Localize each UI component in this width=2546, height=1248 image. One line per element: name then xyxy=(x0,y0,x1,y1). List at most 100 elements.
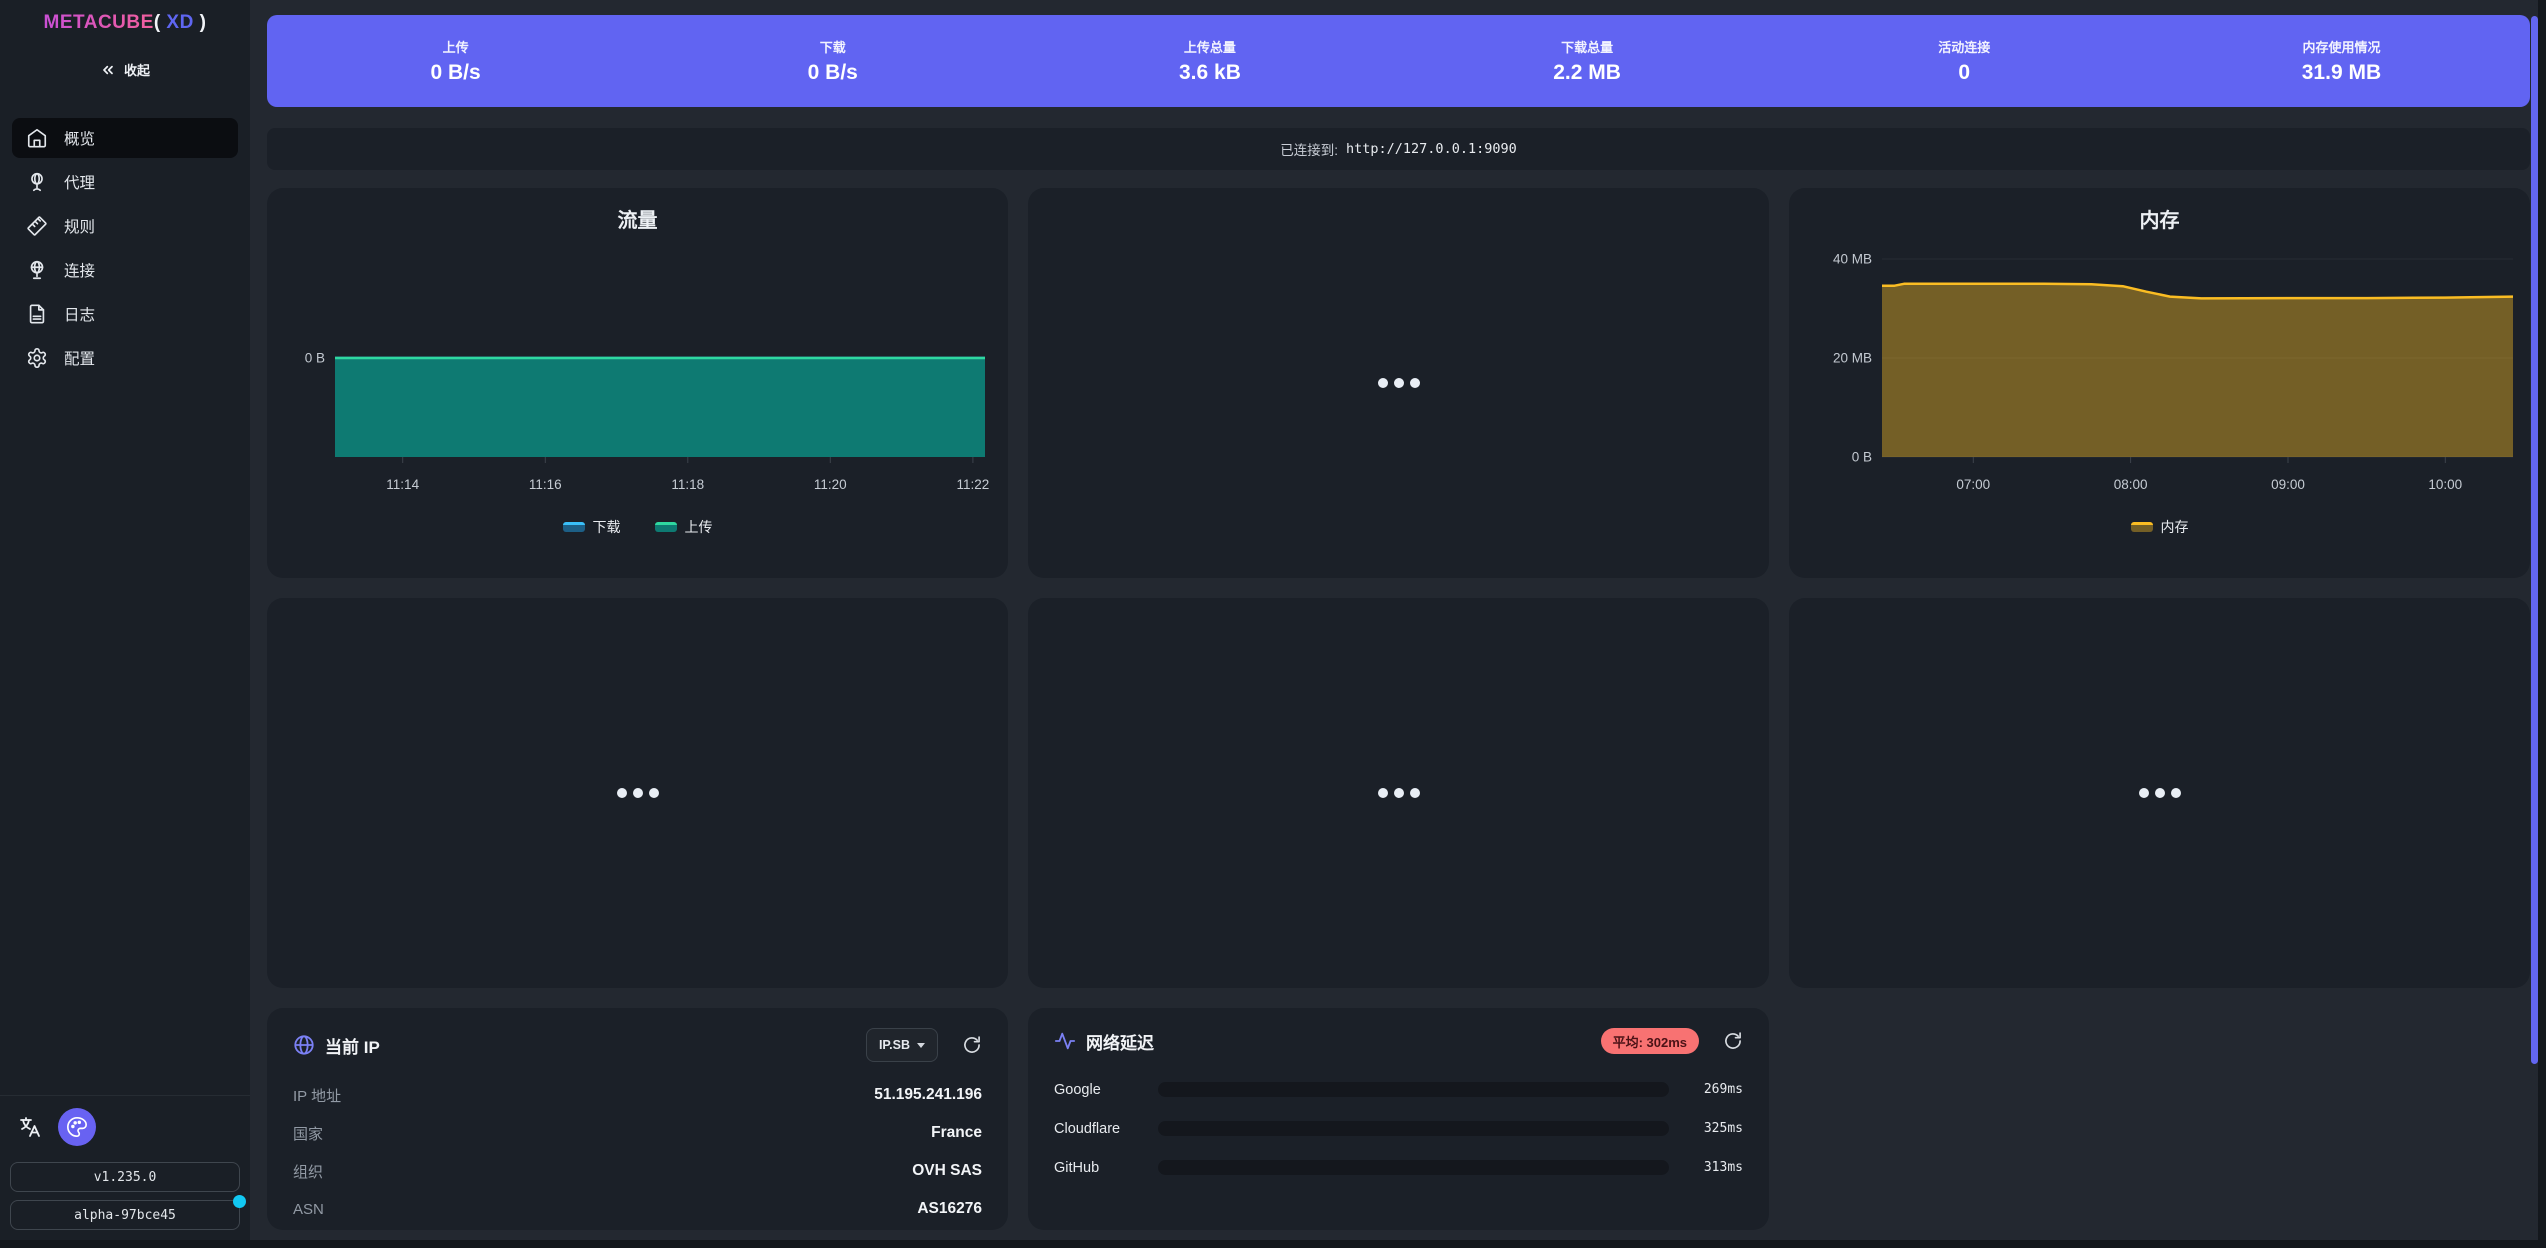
update-indicator-dot xyxy=(233,1195,246,1208)
memory-chart-title: 内存 xyxy=(2139,210,2180,232)
loading-card-4 xyxy=(1789,598,2530,988)
loading-card-3 xyxy=(1028,598,1769,988)
loading-card-1 xyxy=(1028,188,1769,578)
vertical-scrollbar-track[interactable] xyxy=(2538,0,2546,1248)
globe-stand-icon xyxy=(26,171,48,193)
sidebar-item-label: 概览 xyxy=(64,131,96,148)
main-content: 上传 0 B/s 下载 0 B/s 上传总量 3.6 kB 下载总量 2.2 MB 活动… xyxy=(267,0,2530,1248)
stat-download-total: 下载总量 2.2 MB xyxy=(1553,40,1621,84)
loading-dots xyxy=(1377,378,1420,388)
traffic-chart-legend: 下载 上传 xyxy=(267,517,1008,537)
svg-text:40 MB: 40 MB xyxy=(1833,252,1872,267)
legend-download[interactable]: 下载 xyxy=(562,517,621,537)
memory-legend-marker xyxy=(2130,522,2153,532)
upload-legend-marker xyxy=(654,522,677,532)
download-legend-marker xyxy=(562,522,585,532)
sidebar-item-config[interactable]: 配置 xyxy=(12,338,238,378)
connection-status-bar: 已连接到: http://127.0.0.1:9090 xyxy=(267,128,2530,170)
core-version-button[interactable]: alpha-97bce45 xyxy=(10,1195,246,1230)
logo-variant: XD xyxy=(166,12,194,33)
svg-text:11:14: 11:14 xyxy=(386,477,419,492)
latency-row: Google 269ms xyxy=(1054,1081,1743,1098)
network-latency-card: 网络延迟 平均: 302ms Google 269ms Cloudflare 325… xyxy=(1028,1008,1769,1230)
sidebar-item-label: 代理 xyxy=(64,175,96,192)
sidebar-item-label: 日志 xyxy=(64,307,96,324)
svg-text:11:22: 11:22 xyxy=(957,477,990,492)
svg-text:10:00: 10:00 xyxy=(2428,477,2462,492)
traffic-chart-card: 流量 11:14 11:16 11:18 11:20 11:22 0 B 下载 上传 xyxy=(267,188,1008,578)
latency-bar-track xyxy=(1158,1082,1669,1097)
sidebar: METACUBE( XD ) 收起 概览 代理 规则 连接 xyxy=(0,0,250,1248)
sidebar-item-overview[interactable]: 概览 xyxy=(12,118,238,158)
memory-chart-legend: 内存 xyxy=(1789,517,2530,537)
memory-chart-card: 内存 07:00 08:00 09:00 10:00 40 MB 20 MB 0 B 内存 xyxy=(1789,188,2530,578)
globe-icon xyxy=(293,1034,315,1056)
sidebar-nav: 概览 代理 规则 连接 日志 配置 xyxy=(12,118,238,382)
collapse-sidebar-button[interactable]: 收起 xyxy=(0,60,250,79)
svg-text:11:16: 11:16 xyxy=(529,477,562,492)
svg-text:07:00: 07:00 xyxy=(1956,477,1990,492)
sidebar-item-label: 规则 xyxy=(64,219,96,236)
logo-brand: METACUBE xyxy=(43,12,154,33)
language-switch-button[interactable] xyxy=(18,1115,42,1139)
svg-text:0 B: 0 B xyxy=(1852,450,1872,465)
vertical-scrollbar-thumb[interactable] xyxy=(2531,16,2538,1064)
svg-text:0 B: 0 B xyxy=(305,351,325,366)
frontend-version-button[interactable]: v1.235.0 xyxy=(10,1162,240,1192)
ip-row: ASN AS16276 xyxy=(293,1200,982,1218)
sidebar-item-logs[interactable]: 日志 xyxy=(12,294,238,334)
ruler-icon xyxy=(26,215,48,237)
stat-active-connections: 活动连接 0 xyxy=(1938,40,1991,84)
sidebar-item-rules[interactable]: 规则 xyxy=(12,206,238,246)
loading-dots xyxy=(616,788,659,798)
app-logo: METACUBE( XD ) xyxy=(43,12,207,33)
refresh-ip-button[interactable] xyxy=(962,1035,982,1055)
current-ip-title: 当前 IP xyxy=(325,1037,380,1057)
loading-card-2 xyxy=(267,598,1008,988)
theme-palette-button[interactable] xyxy=(58,1108,96,1146)
stat-upload-total: 上传总量 3.6 kB xyxy=(1178,40,1241,84)
current-ip-card: 当前 IP IP.SB IP 地址 51.195.241.196 国家 France… xyxy=(267,1008,1008,1230)
connection-status-label: 已连接到: xyxy=(1280,143,1339,158)
horizontal-scrollbar-track[interactable] xyxy=(0,1240,2546,1248)
sidebar-item-label: 配置 xyxy=(64,351,96,368)
activity-pulse-icon xyxy=(1054,1030,1076,1052)
legend-upload[interactable]: 上传 xyxy=(654,517,713,537)
memory-chart: 07:00 08:00 09:00 10:00 40 MB 20 MB 0 B xyxy=(1833,252,2514,492)
ip-row: 国家 France xyxy=(293,1124,982,1143)
double-chevron-left-icon xyxy=(100,62,116,78)
sidebar-item-connections[interactable]: 连接 xyxy=(12,250,238,290)
file-text-icon xyxy=(26,303,48,325)
traffic-chart: 11:14 11:16 11:18 11:20 11:22 0 B xyxy=(305,351,990,493)
refresh-latency-button[interactable] xyxy=(1723,1031,1743,1051)
stats-header: 上传 0 B/s 下载 0 B/s 上传总量 3.6 kB 下载总量 2.2 MB 活动… xyxy=(267,15,2530,107)
ip-row: IP 地址 51.195.241.196 xyxy=(293,1086,982,1105)
loading-dots xyxy=(1377,788,1420,798)
latency-rows: Google 269ms Cloudflare 325ms GitHub 313ms xyxy=(1028,1054,1769,1187)
gear-icon xyxy=(26,347,48,369)
home-icon xyxy=(26,127,48,149)
connection-endpoint-url: http://127.0.0.1:9090 xyxy=(1346,141,1517,157)
svg-text:11:18: 11:18 xyxy=(671,477,704,492)
average-latency-badge: 平均: 302ms xyxy=(1600,1028,1699,1054)
traffic-chart-title: 流量 xyxy=(617,210,658,232)
sidebar-item-proxies[interactable]: 代理 xyxy=(12,162,238,202)
sidebar-footer: v1.235.0 alpha-97bce45 xyxy=(0,1095,250,1240)
latency-bar-track xyxy=(1158,1121,1669,1136)
globe-icon xyxy=(26,259,48,281)
sidebar-item-label: 连接 xyxy=(64,263,96,280)
latency-row: Cloudflare 325ms xyxy=(1054,1120,1743,1137)
loading-dots xyxy=(2138,788,2181,798)
stat-upload: 上传 0 B/s xyxy=(430,40,481,84)
chevron-down-icon xyxy=(917,1042,925,1048)
svg-text:20 MB: 20 MB xyxy=(1833,351,1872,366)
ip-info-rows: IP 地址 51.195.241.196 国家 France 组织 OVH SAS A… xyxy=(267,1062,1008,1228)
stat-download: 下载 0 B/s xyxy=(807,40,858,84)
svg-text:08:00: 08:00 xyxy=(2114,477,2148,492)
legend-memory[interactable]: 内存 xyxy=(2130,517,2189,537)
stat-memory-usage: 内存使用情况 31.9 MB xyxy=(2301,40,2382,84)
ip-source-dropdown[interactable]: IP.SB xyxy=(865,1028,938,1062)
network-latency-title: 网络延迟 xyxy=(1086,1033,1154,1053)
latency-bar-track xyxy=(1158,1160,1669,1175)
